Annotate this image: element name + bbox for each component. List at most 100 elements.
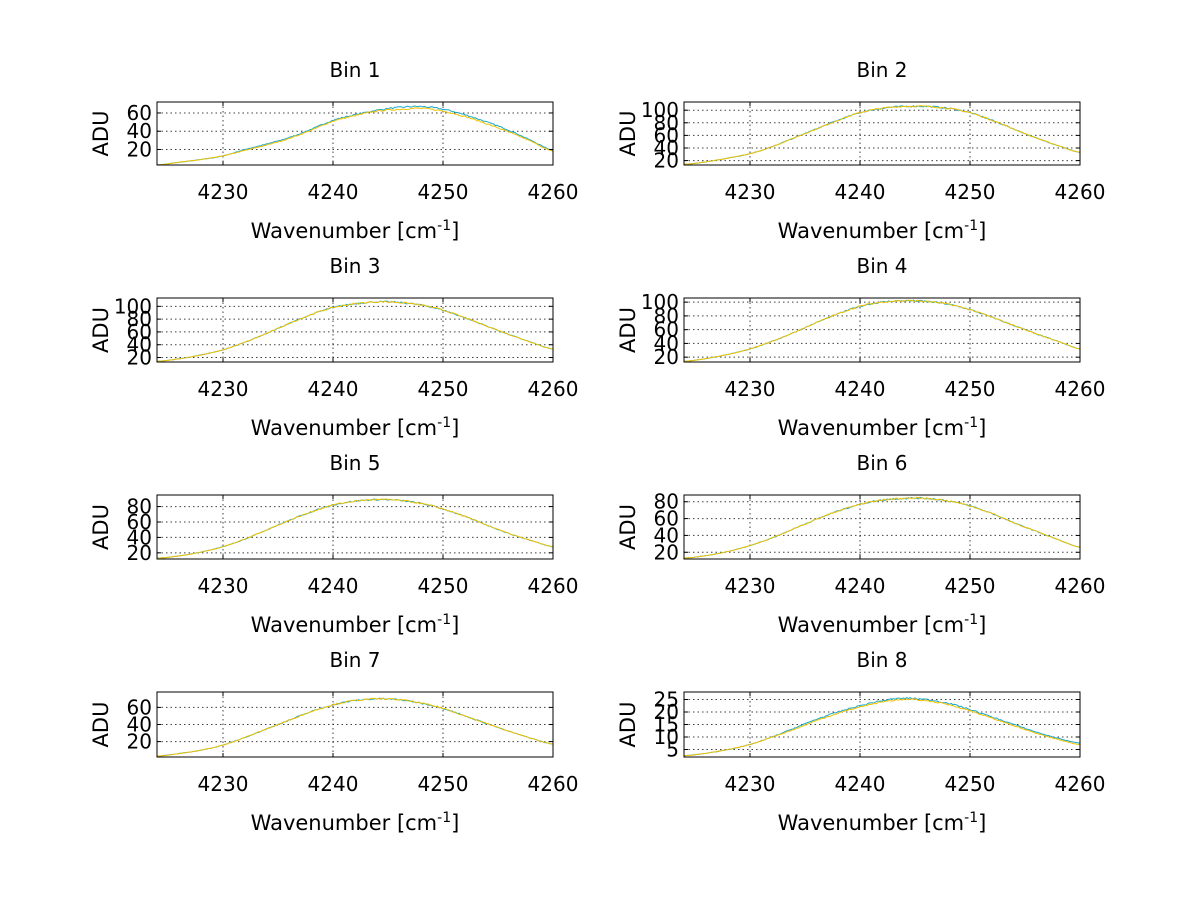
y-tick-label: 100	[641, 98, 679, 122]
y-tick-label: 40	[127, 333, 152, 357]
y-tick-label: 20	[127, 730, 152, 754]
series-line-2	[156, 498, 553, 559]
y-tick-label: 20	[654, 700, 679, 724]
x-tick-label: 4250	[418, 772, 469, 796]
y-tick-label: 20	[654, 149, 679, 173]
x-tick-label: 4260	[528, 377, 579, 401]
y-axis-label: ADU	[616, 504, 640, 550]
y-axis-label: ADU	[616, 111, 640, 157]
y-axis-label: ADU	[89, 307, 113, 353]
y-tick-label: 100	[114, 294, 152, 318]
y-tick-label: 40	[654, 136, 679, 160]
y-axis-label: ADU	[616, 307, 640, 353]
series-line-2	[683, 496, 1081, 559]
x-tick-label: 4240	[835, 772, 886, 796]
y-tick-label: 10	[654, 725, 679, 749]
x-tick-label: 4250	[418, 574, 469, 598]
axes-frame	[156, 297, 554, 363]
y-axis-label: ADU	[89, 504, 113, 550]
subplot-title: Bin 1	[329, 58, 380, 82]
x-tick-label: 4240	[308, 574, 359, 598]
x-tick-label: 4230	[198, 574, 249, 598]
y-tick-label: 40	[654, 331, 679, 355]
y-tick-label: 60	[654, 123, 679, 147]
y-tick-label: 60	[127, 320, 152, 344]
y-tick-label: 20	[127, 541, 152, 565]
x-tick-label: 4240	[835, 574, 886, 598]
x-tick-label: 4250	[418, 180, 469, 204]
series-line-2	[156, 300, 554, 362]
subplot-title: Bin 6	[856, 451, 907, 475]
y-tick-label: 80	[654, 304, 679, 328]
y-tick-label: 20	[127, 346, 152, 370]
x-tick-label: 4240	[835, 180, 886, 204]
subplot-title: Bin 5	[329, 451, 380, 475]
y-tick-label: 20	[654, 345, 679, 369]
y-tick-label: 40	[654, 523, 679, 547]
subplot-title: Bin 3	[329, 254, 380, 278]
x-tick-label: 4230	[198, 180, 249, 204]
x-tick-label: 4250	[945, 574, 996, 598]
subplot-title: Bin 7	[329, 648, 380, 672]
y-tick-label: 80	[127, 307, 152, 331]
y-axis-label: ADU	[616, 702, 640, 748]
x-tick-label: 4240	[308, 180, 359, 204]
subplot-title: Bin 4	[856, 254, 907, 278]
x-axis-label: Wavenumber [cm-1]	[251, 810, 460, 835]
x-tick-label: 4230	[725, 574, 776, 598]
x-tick-label: 4240	[835, 377, 886, 401]
x-axis-label: Wavenumber [cm-1]	[778, 810, 987, 835]
x-tick-label: 4250	[418, 377, 469, 401]
y-tick-label: 60	[654, 318, 679, 342]
x-tick-label: 4250	[945, 772, 996, 796]
x-tick-label: 4240	[308, 377, 359, 401]
x-tick-label: 4260	[528, 772, 579, 796]
y-tick-label: 80	[127, 495, 152, 519]
x-tick-label: 4260	[1055, 772, 1106, 796]
y-tick-label: 60	[654, 507, 679, 531]
x-tick-label: 4260	[528, 180, 579, 204]
x-tick-label: 4260	[1055, 377, 1106, 401]
series-line-2	[156, 697, 554, 757]
x-tick-label: 4230	[725, 180, 776, 204]
series-line-2	[683, 299, 1081, 362]
axes-frame	[156, 101, 554, 166]
series-line-2	[683, 698, 1081, 757]
x-axis-label: Wavenumber [cm-1]	[778, 612, 987, 637]
axes-frame	[683, 101, 1081, 166]
y-tick-label: 15	[654, 713, 679, 737]
x-axis-label: Wavenumber [cm-1]	[778, 415, 987, 440]
y-tick-label: 20	[654, 540, 679, 564]
x-tick-label: 4230	[198, 772, 249, 796]
x-axis-label: Wavenumber [cm-1]	[251, 218, 460, 243]
x-axis-label: Wavenumber [cm-1]	[251, 415, 460, 440]
x-tick-label: 4230	[725, 377, 776, 401]
y-tick-label: 60	[127, 101, 152, 125]
subplot-title: Bin 2	[856, 58, 907, 82]
axes-frame	[683, 494, 1081, 560]
y-tick-label: 40	[127, 525, 152, 549]
y-tick-label: 25	[654, 688, 679, 712]
y-tick-label: 80	[654, 490, 679, 514]
y-tick-label: 20	[127, 137, 152, 161]
y-tick-label: 100	[641, 290, 679, 314]
y-tick-label: 60	[127, 510, 152, 534]
x-tick-label: 4230	[198, 377, 249, 401]
y-axis-label: ADU	[89, 702, 113, 748]
x-tick-label: 4250	[945, 377, 996, 401]
x-axis-label: Wavenumber [cm-1]	[778, 218, 987, 243]
series-line-2	[156, 107, 554, 166]
x-tick-label: 4250	[945, 180, 996, 204]
series-line-2	[683, 105, 1081, 165]
x-tick-label: 4260	[528, 574, 579, 598]
